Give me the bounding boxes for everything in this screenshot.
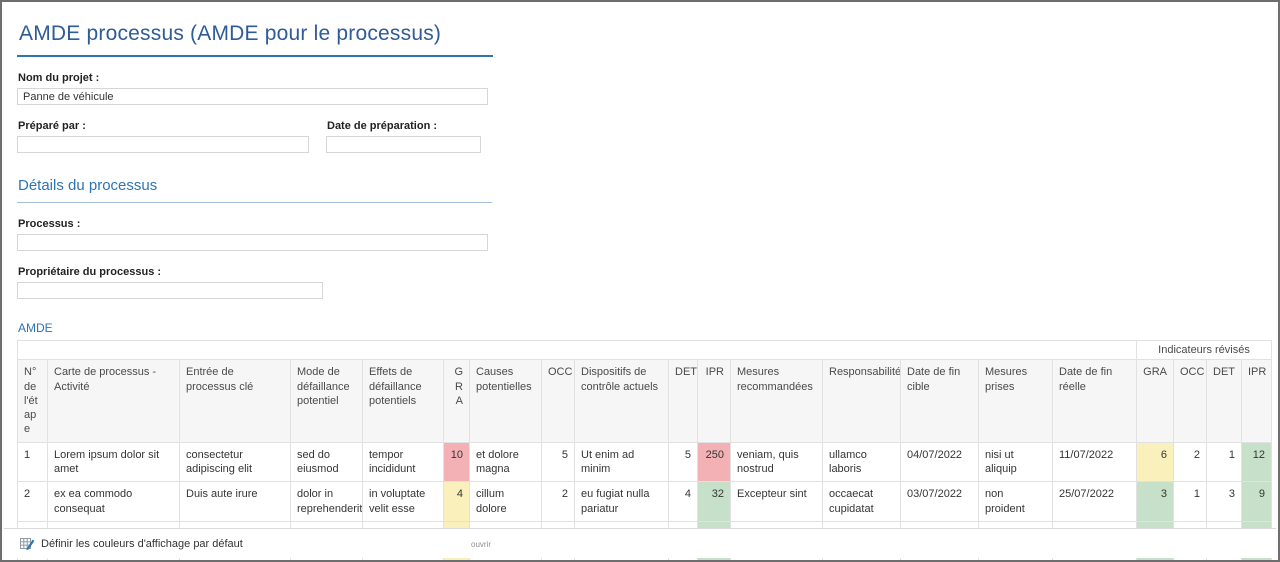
col-header-activity: Carte de processus - Activité: [47, 359, 180, 443]
col-header-recommended-actions: Mesures recommandées: [730, 359, 823, 443]
cell-key-input[interactable]: Duis aute irure: [179, 481, 291, 522]
cell-ipr[interactable]: 32: [697, 481, 731, 522]
cell-key-input[interactable]: consectetur adipiscing elit: [179, 441, 291, 483]
col-header-rev-det: DET: [1206, 359, 1242, 443]
cell-failure-mode[interactable]: dolor in reprehenderit: [290, 481, 363, 522]
col-header-rev-ipr: IPR: [1240, 359, 1273, 443]
col-header-failure-effects: Effets de défaillance potentiels: [362, 359, 444, 443]
cell-ipr[interactable]: 250: [697, 441, 731, 483]
cell-controls[interactable]: Ut enim ad minim: [574, 441, 669, 483]
cell-target-date[interactable]: 04/07/2022: [900, 441, 979, 483]
cell-target-date[interactable]: 03/07/2022: [900, 481, 979, 522]
cell-rev-gra[interactable]: 3: [1136, 481, 1174, 522]
cell-det[interactable]: 4: [668, 481, 698, 522]
col-header-controls: Dispositifs de contrôle actuels: [574, 359, 669, 443]
process-label: Processus :: [18, 218, 81, 230]
define-display-colors-button[interactable]: Définir les couleurs d'affichage par déf…: [20, 536, 243, 551]
col-header-gra: GRA: [443, 359, 470, 443]
col-header-occ: OCC: [541, 359, 575, 443]
cell-rev-occ[interactable]: 1: [1173, 481, 1207, 522]
col-header-causes: Causes potentielles: [469, 359, 542, 443]
col-header-rev-gra: GRA: [1136, 359, 1174, 443]
cell-causes[interactable]: cillum dolore: [469, 481, 542, 522]
cell-activity[interactable]: Lorem ipsum dolor sit amet: [47, 441, 180, 483]
cell-actions-taken[interactable]: non proident: [978, 481, 1053, 522]
cell-failure-mode[interactable]: sed do eiusmod: [290, 441, 363, 483]
cell-rev-det[interactable]: 3: [1206, 481, 1242, 522]
prepared-row: Préparé par : Date de préparation :: [17, 105, 1278, 153]
cell-actions-taken[interactable]: nisi ut aliquip: [978, 441, 1053, 483]
footer-bar: Définir les couleurs d'affichage par déf…: [4, 528, 1276, 558]
col-header-ipr: IPR: [697, 359, 731, 443]
cell-rev-det[interactable]: 1: [1206, 441, 1242, 483]
group-header-empty: [17, 339, 1137, 361]
cell-activity[interactable]: ex ea commodo consequat: [47, 481, 180, 522]
section-divider: [17, 202, 492, 203]
cell-rev-ipr[interactable]: 12: [1240, 441, 1273, 483]
cell-causes[interactable]: et dolore magna: [469, 441, 542, 483]
cell-rev-occ[interactable]: 2: [1173, 441, 1207, 483]
table-row: 2 ex ea commodo consequat Duis aute irure d…: [17, 481, 1273, 522]
amde-section-label: AMDE: [18, 321, 53, 335]
cell-failure-effects[interactable]: in voluptate velit esse: [362, 481, 444, 522]
prepared-by-label: Préparé par :: [18, 120, 86, 132]
cell-actual-date[interactable]: 25/07/2022: [1052, 481, 1137, 522]
cell-actual-date[interactable]: 11/07/2022: [1052, 441, 1137, 483]
project-name-input[interactable]: [17, 88, 488, 105]
cell-controls[interactable]: eu fugiat nulla pariatur: [574, 481, 669, 522]
open-link[interactable]: ouvrir: [471, 540, 492, 549]
cell-det[interactable]: 5: [668, 441, 698, 483]
col-header-step: N° de l'étape: [17, 359, 48, 443]
preparation-date-label: Date de préparation :: [327, 120, 438, 132]
revised-indicators-group-header: Indicateurs révisés: [1135, 339, 1273, 361]
column-header-row: N° de l'étape Carte de processus - Activi…: [17, 359, 1273, 443]
cell-occ[interactable]: 2: [541, 481, 575, 522]
cell-recommended-actions[interactable]: veniam, quis nostrud: [730, 441, 823, 483]
cell-occ[interactable]: 5: [541, 441, 575, 483]
col-header-actions-taken: Mesures prises: [978, 359, 1053, 443]
table-colors-icon: [20, 538, 35, 551]
cell-gra[interactable]: 10: [443, 441, 470, 483]
cell-rev-ipr[interactable]: 9: [1240, 481, 1273, 522]
table-row: 1 Lorem ipsum dolor sit amet consectetur a…: [17, 441, 1273, 483]
cell-gra[interactable]: 4: [443, 481, 470, 522]
page-title: AMDE processus (AMDE pour le processus): [19, 22, 442, 45]
cell-responsibility[interactable]: occaecat cupidatat: [822, 481, 901, 522]
preparation-date-input[interactable]: [326, 136, 481, 153]
cell-recommended-actions[interactable]: Excepteur sint: [730, 481, 823, 522]
cell-failure-effects[interactable]: tempor incididunt: [362, 441, 444, 483]
col-header-failure-mode: Mode de défaillance potentiel: [290, 359, 363, 443]
col-header-key-input: Entrée de processus clé: [179, 359, 291, 443]
cell-responsibility[interactable]: ullamco laboris: [822, 441, 901, 483]
cell-step[interactable]: 1: [17, 441, 48, 483]
project-name-label: Nom du projet :: [18, 72, 100, 84]
process-owner-input[interactable]: [17, 282, 323, 299]
define-display-colors-label: Définir les couleurs d'affichage par déf…: [41, 537, 243, 550]
title-divider: [17, 55, 493, 57]
col-header-actual-date: Date de fin réelle: [1052, 359, 1137, 443]
prepared-by-input[interactable]: [17, 136, 309, 153]
col-header-responsibility: Responsabilité: [822, 359, 901, 443]
process-input[interactable]: [17, 234, 488, 251]
cell-step[interactable]: 2: [17, 481, 48, 522]
group-header-row: Indicateurs révisés: [17, 339, 1273, 361]
col-header-det: DET: [668, 359, 698, 443]
process-details-heading: Détails du processus: [18, 177, 158, 194]
cell-rev-gra[interactable]: 6: [1136, 441, 1174, 483]
col-header-target-date: Date de fin cible: [900, 359, 979, 443]
col-header-rev-occ: OCC: [1173, 359, 1207, 443]
process-owner-label: Propriétaire du processus :: [18, 266, 162, 278]
